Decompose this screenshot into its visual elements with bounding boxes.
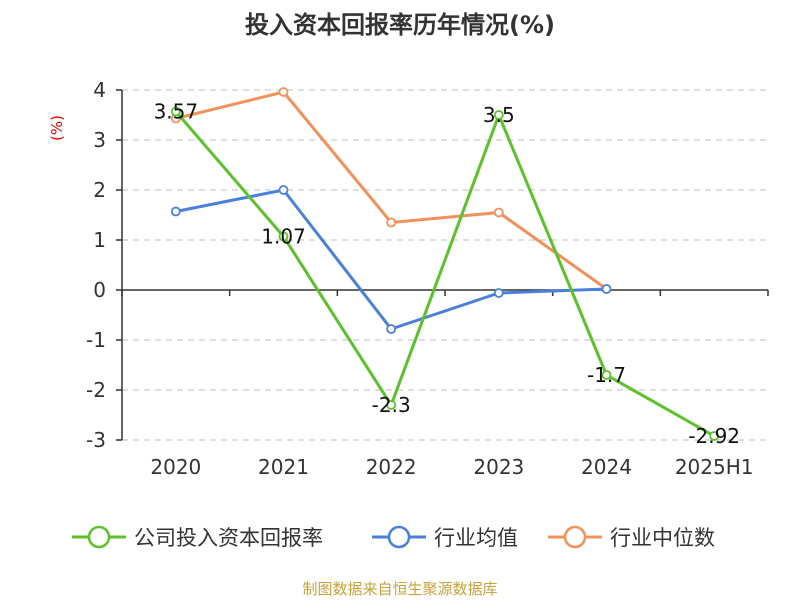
data-label-5: -2.92 [688, 424, 740, 448]
chart-title: 投入资本回报率历年情况(%) [245, 11, 555, 39]
x-tick-label-0: 2020 [150, 455, 201, 479]
series-2-point-2 [386, 217, 397, 228]
x-tick-label-3: 2023 [473, 455, 524, 479]
y-tick-label-2: 2 [93, 178, 106, 202]
series-0-point-4 [601, 370, 612, 380]
data-label-0: 3.57 [154, 100, 199, 124]
series-1-point-4 [601, 284, 612, 294]
series-0-point-5 [709, 431, 720, 441]
y-axis-unit: (%) [48, 115, 66, 141]
series-1-point-3 [493, 288, 504, 298]
y-tick-label-4: 0 [93, 278, 106, 302]
axes: 4 3 2 1 0 -1 -2 -3 2020 2021 2022 2023 2024 2025H1 [86, 78, 769, 479]
legend-marker-2 [563, 525, 587, 549]
data-label-4: -1.7 [587, 363, 626, 387]
series-0-point-0 [170, 106, 181, 117]
data-label-2: -2.3 [372, 393, 411, 417]
series-1-point-0 [170, 206, 181, 217]
x-tick-label-1: 2021 [258, 455, 309, 479]
y-tick-label-3: 1 [93, 228, 106, 252]
y-tick-label-6: -2 [86, 378, 106, 402]
x-tick-label-2: 2022 [366, 455, 417, 479]
legend-marker-1 [387, 525, 411, 549]
series-0-point-3 [493, 110, 504, 120]
series-2-point-1 [278, 87, 289, 97]
series-lines [170, 87, 720, 441]
legend: 公司投入资本回报率 行业均值 行业中位数 [72, 525, 715, 550]
series-1-point-1 [278, 185, 289, 195]
series-2-point-3 [493, 207, 504, 218]
x-tick-label-4: 2024 [581, 455, 632, 479]
data-label-3: 3.5 [483, 103, 515, 127]
legend-marker-0 [87, 525, 111, 549]
series-0-point-2 [386, 400, 397, 410]
data-label-1: 1.07 [261, 225, 306, 249]
series-1-point-2 [386, 324, 397, 334]
series-line-0 [174, 110, 715, 438]
x-tick-label-5: 2025H1 [675, 455, 754, 479]
data-labels: 3.57 1.07 -2.3 3.5 -1.7 -2.92 [154, 100, 740, 449]
grid-lines [122, 89, 768, 441]
source-note: 制图数据来自恒生聚源数据库 [302, 580, 497, 598]
legend-label-0: 公司投入资本回报率 [134, 526, 323, 550]
legend-label-2: 行业中位数 [610, 526, 715, 550]
series-0-point-1 [278, 231, 289, 242]
y-tick-label-5: -1 [86, 328, 106, 352]
y-tick-label-7: -3 [86, 428, 106, 452]
legend-label-1: 行业均值 [434, 526, 518, 550]
y-tick-label-1: 3 [93, 128, 106, 152]
series-line-1 [175, 188, 607, 331]
y-tick-label-0: 4 [93, 78, 106, 102]
